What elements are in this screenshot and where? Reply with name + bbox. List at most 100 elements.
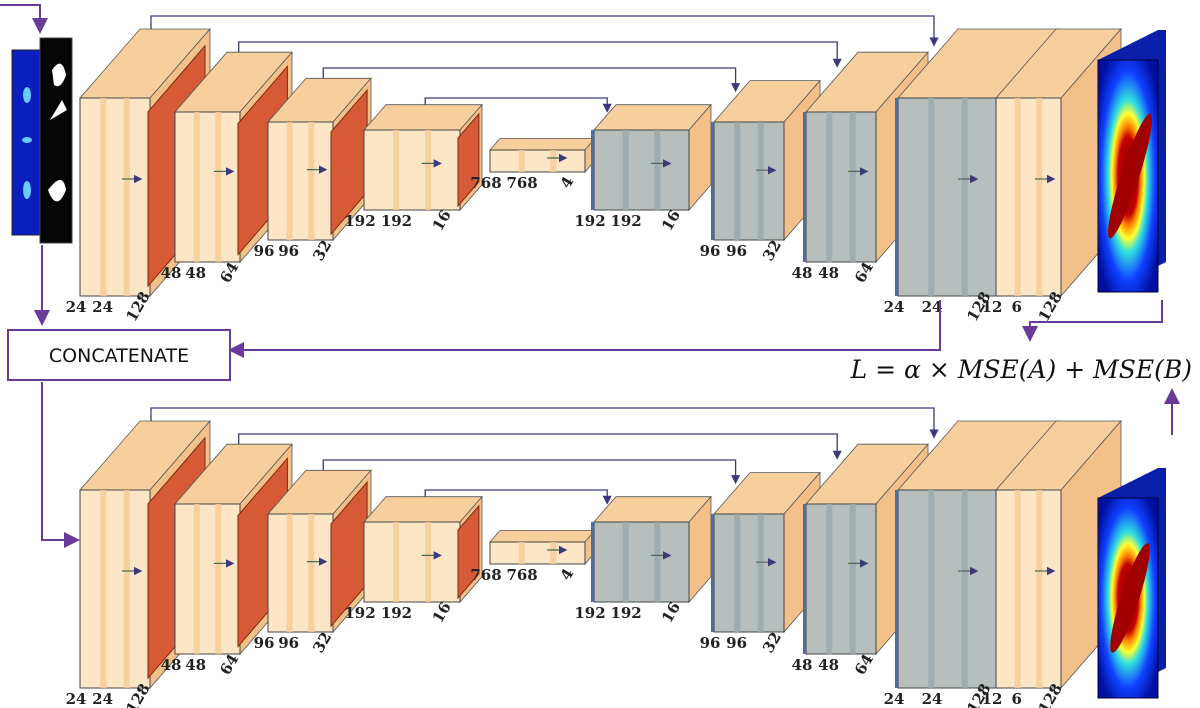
block-stripe — [928, 98, 935, 296]
block-stripe — [425, 522, 431, 602]
block-stripe — [100, 490, 107, 688]
block-stripe — [654, 130, 661, 210]
block-front — [805, 111, 877, 263]
block-label: 48 — [792, 656, 813, 674]
block-label: 12 — [982, 690, 1003, 708]
input-images — [11, 37, 73, 244]
block-label: 96 — [700, 242, 721, 260]
block-label: 24 — [66, 690, 87, 708]
block-front — [79, 97, 151, 297]
block-label: 192 — [610, 212, 641, 230]
block-label: 32 — [759, 629, 785, 656]
block-stripe — [123, 490, 130, 688]
block-stripe — [654, 522, 661, 602]
block-stripe — [622, 522, 629, 602]
block-front — [267, 513, 334, 633]
block-label: 6 — [1011, 298, 1021, 316]
blue-edge — [711, 514, 714, 632]
block-stripe — [961, 490, 968, 688]
block-front — [489, 541, 586, 565]
block-front — [713, 513, 785, 633]
block-label: 192 — [381, 604, 412, 622]
block-stripe — [393, 522, 399, 602]
block-label: 64 — [851, 259, 877, 286]
block-label: 48 — [185, 656, 206, 674]
loss-formula: L = α × MSE(A) + MSE(B) — [850, 355, 1192, 384]
block-label: 4 — [557, 173, 578, 191]
block-stripe — [286, 514, 293, 632]
block-front — [995, 97, 1062, 297]
concatenate-label: CONCATENATE — [49, 345, 189, 367]
blue-edge — [711, 122, 714, 240]
block-front — [593, 521, 690, 603]
block-label: 96 — [726, 242, 747, 260]
block-label: 16 — [658, 207, 684, 234]
block-stripe — [1036, 98, 1043, 296]
block-label: 64 — [216, 651, 242, 678]
block-stripe — [100, 98, 107, 296]
block-front — [174, 111, 241, 263]
block-label: 32 — [309, 237, 335, 264]
block-front — [897, 97, 999, 297]
block-stripe — [849, 504, 856, 654]
block-stripe — [734, 122, 741, 240]
blue-edge — [895, 490, 898, 688]
block-label: 32 — [309, 629, 335, 656]
block-stripe — [215, 504, 222, 654]
blue-edge — [895, 98, 898, 296]
blue-edge — [591, 522, 594, 602]
block-front — [805, 503, 877, 655]
block-label: 48 — [792, 264, 813, 282]
block-stripe — [928, 490, 935, 688]
block-label: 4 — [557, 565, 578, 583]
block-label: 96 — [726, 634, 747, 652]
block-front — [174, 503, 241, 655]
red-panel — [457, 504, 480, 600]
block-stripe — [215, 112, 222, 262]
block-stripe — [393, 130, 399, 210]
block-front — [593, 129, 690, 211]
block-label: 16 — [429, 207, 455, 234]
block-label: 96 — [254, 242, 275, 260]
skip-connection — [322, 459, 741, 492]
block-label: 192 — [610, 604, 641, 622]
block-label: 12 — [982, 298, 1003, 316]
block-label: 24 — [884, 298, 905, 316]
block-label: 6 — [1011, 690, 1021, 708]
block-label: 192 — [574, 212, 605, 230]
block-stripe — [1036, 490, 1043, 688]
skip-connection — [238, 433, 842, 473]
block-stripe — [286, 122, 293, 240]
block-stripe — [961, 98, 968, 296]
block-label: 48 — [185, 264, 206, 282]
red-panel — [457, 112, 480, 208]
block-label: 192 — [574, 604, 605, 622]
block-label: 96 — [278, 242, 299, 260]
block-label: 64 — [216, 259, 242, 286]
block-front — [995, 489, 1062, 689]
block-label: 192 — [344, 604, 375, 622]
block-front — [713, 121, 785, 241]
block-stripe — [518, 542, 525, 564]
block-front — [363, 521, 461, 603]
block-stripe — [308, 514, 315, 632]
red-panel — [330, 88, 368, 236]
block-label: 96 — [700, 634, 721, 652]
block-top — [489, 530, 596, 543]
block-stripe — [550, 150, 557, 172]
block-stripe — [1014, 98, 1021, 296]
flow-arrows — [0, 4, 1180, 548]
block-stripe — [425, 130, 431, 210]
heatmap-core — [1108, 113, 1152, 239]
block-label: 24 — [66, 298, 87, 316]
block-stripe — [826, 112, 833, 262]
block-label: 24 — [922, 690, 943, 708]
blue-edge — [803, 504, 806, 654]
block-front — [79, 489, 151, 689]
red-panel — [330, 480, 368, 628]
concatenate-box — [7, 329, 231, 381]
block-label: 24 — [884, 690, 905, 708]
block-stripe — [550, 542, 557, 564]
